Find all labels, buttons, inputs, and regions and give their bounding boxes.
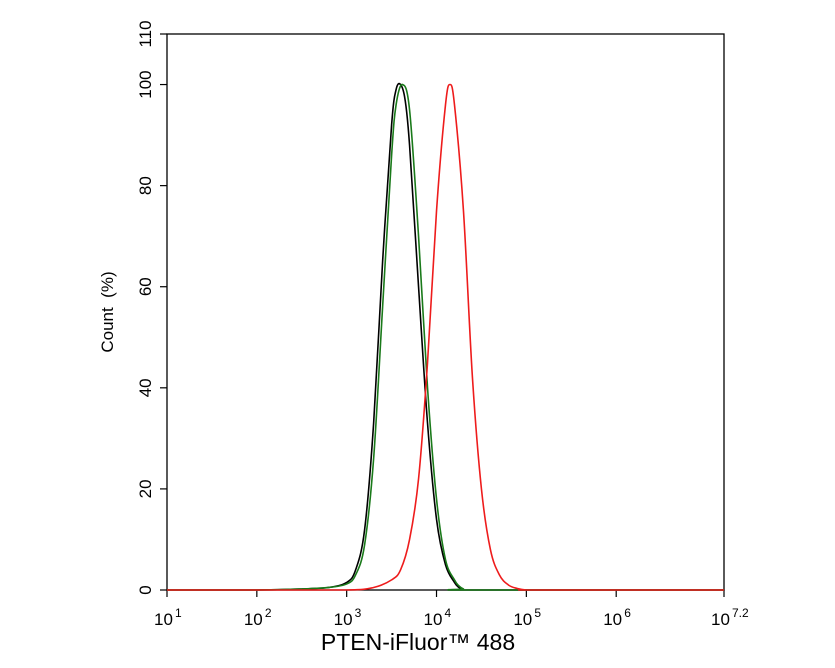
x-tick-base: 10 [513,610,532,629]
x-tick-exponent: 3 [355,606,362,620]
plot-frame [166,33,725,591]
x-tick-label: 10 1 [154,606,182,629]
x-tick-label: 10 2 [244,606,272,629]
x-tick-exponent: 1 [175,606,182,620]
x-axis-label: PTEN-iFluor™ 488 [321,629,515,655]
x-tick-base: 10 [603,610,622,629]
x-tick-exponent: 7.2 [732,606,749,620]
y-axis-label: Count (%) [98,271,117,352]
x-tick-exponent: 5 [534,606,541,620]
histogram-series-0 [167,82,724,591]
x-tick-base: 10 [424,610,443,629]
y-axis: 0 20 40 60 80 100 110 [136,20,167,595]
y-tick-label: 0 [136,585,155,594]
x-tick-base: 10 [154,610,173,629]
x-tick-label: 10 4 [424,606,452,629]
x-tick-base: 10 [334,610,353,629]
x-tick-label: 10 3 [334,606,362,629]
histogram-series-1 [167,83,724,591]
x-tick-base: 10 [711,610,730,629]
x-tick-label: 10 5 [513,606,541,629]
y-tick-label: 20 [136,479,155,498]
y-tick-label: 80 [136,176,155,195]
y-tick-label: 60 [136,277,155,296]
x-tick-label: 10 7.2 [711,606,749,629]
series-layer [167,82,724,591]
x-tick-exponent: 4 [445,606,452,620]
x-tick-base: 10 [244,610,263,629]
y-tick-label: 40 [136,378,155,397]
y-tick-label: 110 [136,20,155,47]
x-tick-label: 10 6 [603,606,631,629]
y-tick-label: 100 [136,70,155,98]
x-tick-exponent: 2 [265,606,272,620]
x-tick-exponent: 6 [624,606,631,620]
histogram-series-2 [167,83,724,591]
x-axis: 10 1 10 2 10 3 10 4 10 5 10 6 10 7.2 [154,590,749,629]
